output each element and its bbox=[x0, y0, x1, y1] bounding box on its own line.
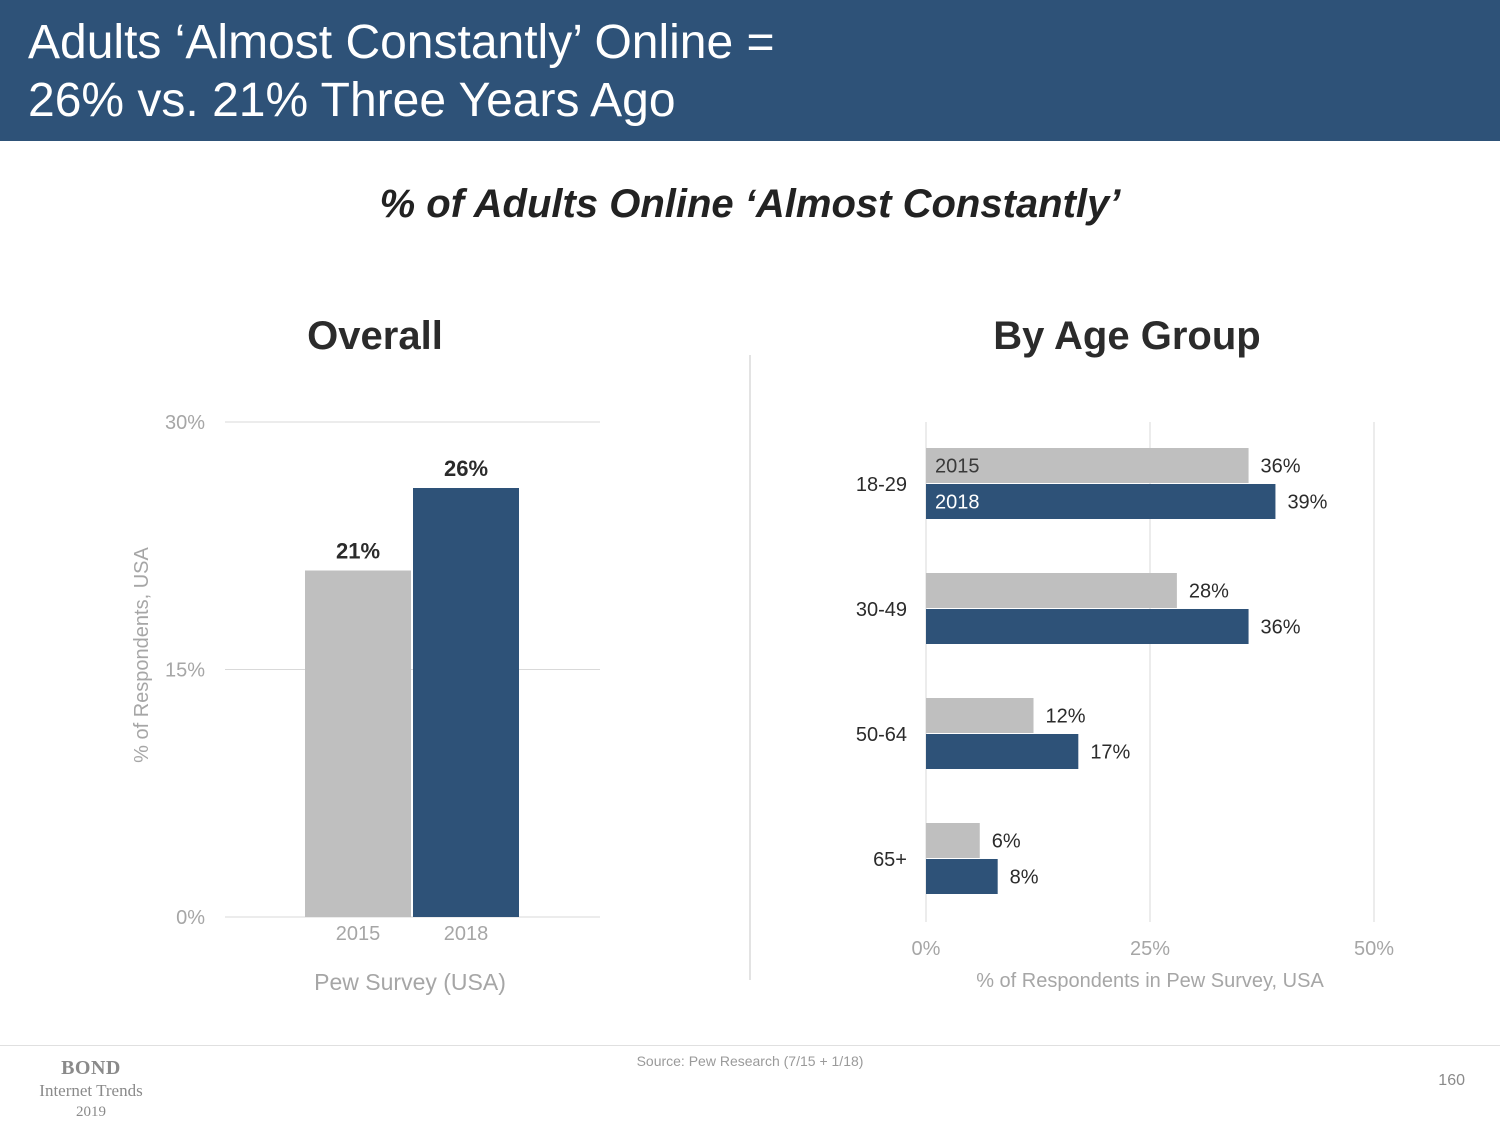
age-data-label: 36% bbox=[1261, 456, 1301, 478]
overall-x-axis-title: Pew Survey (USA) bbox=[314, 969, 506, 995]
age-data-label: 17% bbox=[1090, 742, 1130, 764]
age-group-chart: 0% 25% 50% 18-29 36% 2015 39% 2018 30-49 28% 36% 50… bbox=[856, 422, 1394, 992]
age-data-label: 39% bbox=[1287, 492, 1327, 514]
panel-divider bbox=[749, 355, 751, 980]
source-note: Source: Pew Research (7/15 + 1/18) bbox=[636, 1053, 864, 1069]
overall-ytick-label: 15% bbox=[165, 660, 205, 682]
slide-title: Adults ‘Almost Constantly’ Online = 26% … bbox=[28, 16, 775, 127]
age-legend-label: 2018 bbox=[935, 492, 980, 514]
age-bar-65+-2015 bbox=[926, 823, 980, 858]
overall-data-label: 26% bbox=[444, 456, 488, 481]
age-category-label: 18-29 bbox=[856, 474, 907, 496]
bond-logo: BOND Internet Trends 2019 bbox=[20, 1056, 162, 1122]
overall-ytick-label: 30% bbox=[165, 412, 205, 434]
logo-year: 2019 bbox=[76, 1104, 106, 1120]
overall-y-axis-title: % of Respondents, USA bbox=[131, 547, 153, 763]
age-bar-65+-2018 bbox=[926, 859, 998, 894]
overall-xtick-label: 2015 bbox=[336, 923, 381, 945]
age-data-label: 28% bbox=[1189, 581, 1229, 603]
age-bar-50-64-2018 bbox=[926, 734, 1079, 769]
page-number: 160 bbox=[1438, 1072, 1465, 1089]
age-bar-30-49-2018 bbox=[926, 609, 1249, 644]
age-x-axis-title: % of Respondents in Pew Survey, USA bbox=[976, 970, 1324, 992]
age-xtick-label: 50% bbox=[1354, 938, 1394, 960]
logo-internet-trends: Internet Trends bbox=[39, 1081, 143, 1100]
overall-ytick-label: 0% bbox=[176, 907, 205, 929]
age-xtick-label: 0% bbox=[912, 938, 941, 960]
header-banner: Adults ‘Almost Constantly’ Online = 26% … bbox=[0, 0, 1500, 141]
overall-bar-2018 bbox=[413, 488, 519, 917]
overall-xtick-label: 2018 bbox=[444, 923, 489, 945]
age-data-label: 8% bbox=[1010, 867, 1039, 889]
age-bar-18-29-2018 bbox=[926, 484, 1276, 519]
footer-divider bbox=[0, 1045, 1500, 1046]
age-data-label: 6% bbox=[992, 831, 1021, 853]
age-xtick-label: 25% bbox=[1130, 938, 1170, 960]
slide-subtitle: % of Adults Online ‘Almost Constantly’ bbox=[379, 182, 1121, 226]
age-data-label: 12% bbox=[1046, 706, 1086, 728]
age-data-label: 36% bbox=[1261, 617, 1301, 639]
overall-data-label: 21% bbox=[336, 539, 380, 564]
overall-chart: 0% 15% 30% 21% 2015 26% 2018 % of Respondents, … bbox=[131, 412, 600, 995]
age-bar-30-49-2015 bbox=[926, 573, 1177, 608]
overall-bar-2015 bbox=[305, 570, 411, 917]
age-bar-50-64-2015 bbox=[926, 698, 1034, 733]
age-legend-label: 2015 bbox=[935, 456, 980, 478]
logo-bond: BOND bbox=[61, 1057, 121, 1079]
overall-chart-title: Overall bbox=[307, 314, 443, 358]
age-bar-18-29-2015 bbox=[926, 448, 1249, 483]
age-category-label: 30-49 bbox=[856, 599, 907, 621]
age-chart-title: By Age Group bbox=[993, 314, 1261, 358]
age-category-label: 50-64 bbox=[856, 724, 907, 746]
age-category-label: 65+ bbox=[873, 849, 907, 871]
